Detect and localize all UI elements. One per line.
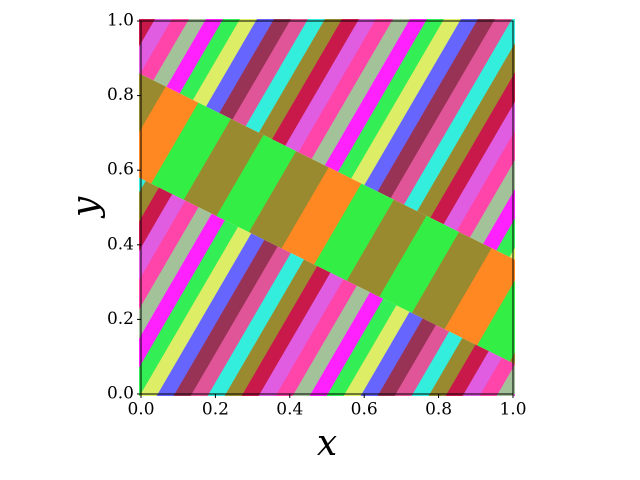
stripe (292, 19, 515, 260)
stripe (513, 19, 515, 260)
stripe (496, 19, 515, 260)
x-tick-label: 0.6 (351, 400, 378, 420)
x-tick-label: 0.4 (276, 400, 303, 420)
stripe (139, 177, 258, 396)
x-tick-label: 0.8 (425, 400, 452, 420)
y-tick-label: 0.2 (107, 309, 134, 329)
y-tick-label: 0.0 (107, 384, 134, 404)
stripe (531, 19, 640, 396)
stripe (531, 19, 640, 396)
stripe (139, 177, 275, 396)
y-tick-label: 0.8 (107, 85, 134, 105)
stripe (377, 19, 515, 260)
stripe (139, 177, 309, 396)
stripe (343, 19, 515, 260)
stripe (309, 19, 515, 260)
x-tick-label: 1.0 (499, 400, 526, 420)
stripe (326, 19, 515, 260)
stripe (139, 177, 292, 396)
y-tick-label: 0.6 (107, 160, 134, 180)
plot-frame (140, 20, 514, 395)
x-tick-label: 0.0 (127, 400, 154, 420)
stripe (513, 177, 515, 396)
stripe (496, 177, 515, 396)
y-tick-label: 1.0 (107, 11, 134, 31)
x-axis-label: x (317, 423, 337, 464)
x-tick-label: 0.2 (202, 400, 229, 420)
stripe (405, 73, 515, 365)
stripe (532, 19, 640, 396)
stripe (360, 19, 515, 260)
y-axis-label: y (65, 196, 106, 219)
stripe (139, 73, 248, 365)
y-tick-label: 0.4 (107, 234, 134, 254)
stripe (139, 73, 206, 365)
